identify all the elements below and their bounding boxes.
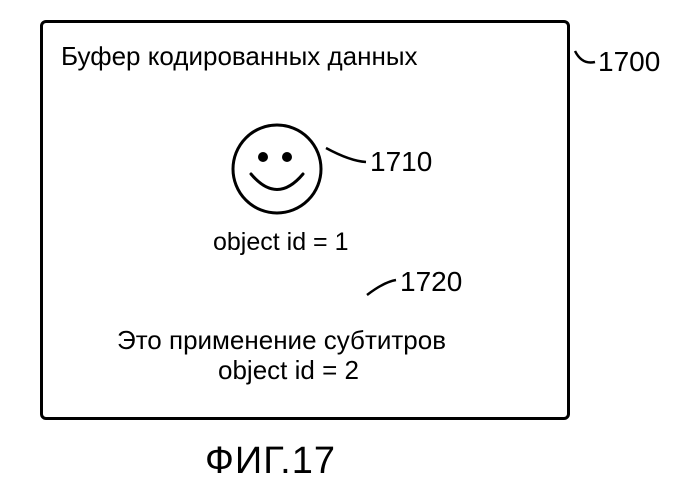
smiley-mouth bbox=[251, 174, 303, 190]
object2-text-line1: Это применение субтитров bbox=[117, 325, 446, 356]
smiley-eye-right bbox=[282, 152, 292, 162]
coded-data-buffer-frame: Буфер кодированных данных object id = 1 … bbox=[40, 20, 570, 420]
leader-1700 bbox=[575, 51, 595, 63]
smiley-icon bbox=[229, 121, 325, 217]
callout-1700: 1700 bbox=[598, 46, 660, 78]
callout-1720: 1720 bbox=[400, 266, 462, 298]
frame-title: Буфер кодированных данных bbox=[61, 41, 418, 72]
object1-label: object id = 1 bbox=[213, 228, 349, 257]
figure-caption: ФИГ.17 bbox=[205, 440, 336, 483]
callout-1710: 1710 bbox=[370, 146, 432, 178]
object2-text-line2: object id = 2 bbox=[218, 355, 359, 386]
smiley-eye-left bbox=[258, 152, 268, 162]
